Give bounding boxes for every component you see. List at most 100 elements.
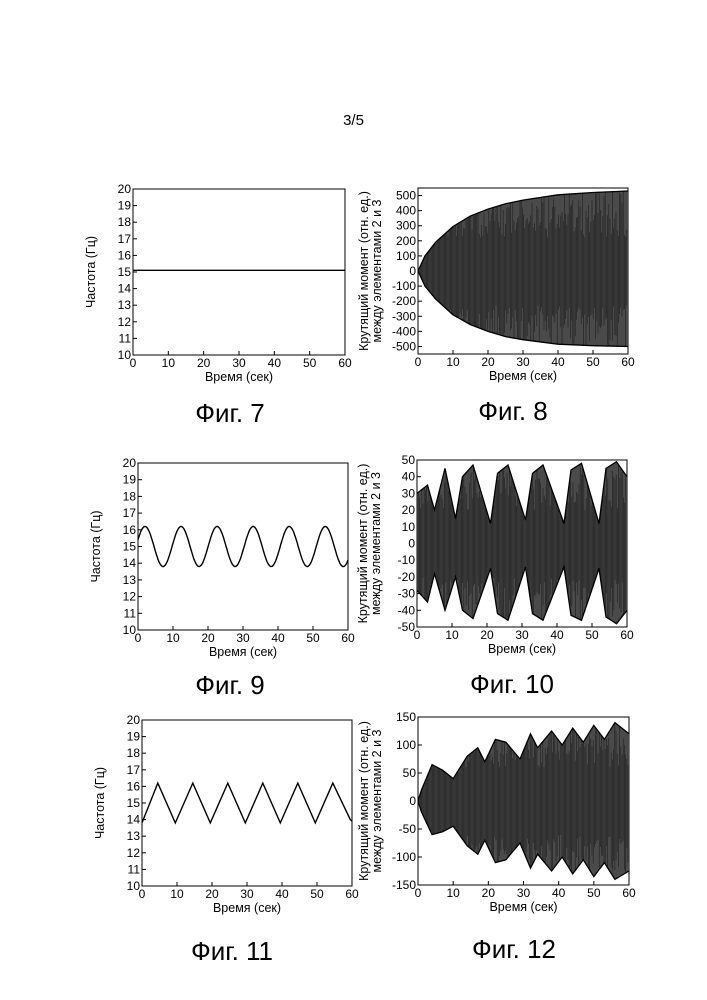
y-tick-label: 14 — [118, 282, 132, 296]
y-tick-label: 30 — [402, 486, 416, 500]
y-tick-label: 11 — [119, 331, 132, 345]
y-tick-label: 19 — [123, 473, 137, 487]
x-tick-label: 20 — [482, 886, 496, 900]
y-tick-label: 20 — [127, 713, 141, 727]
y-tick-label: -100 — [392, 850, 416, 864]
x-tick-label: 30 — [232, 356, 246, 370]
y-tick-label: 17 — [127, 763, 141, 777]
y-tick-label: 13 — [123, 573, 137, 587]
y-tick-label: 12 — [118, 315, 132, 329]
y-axis-label: между элементами 2 и 3 — [369, 472, 383, 615]
y-tick-label: 20 — [402, 503, 416, 517]
y-axis-label: Крутящий момент (отн. ед.) — [357, 721, 371, 881]
y-tick-label: -50 — [398, 620, 416, 634]
y-tick-label: 14 — [127, 813, 141, 827]
y-axis-label: Частота (Гц) — [84, 236, 98, 308]
y-tick-label: 20 — [118, 182, 132, 196]
x-tick-label: 40 — [271, 631, 285, 645]
x-tick-label: 60 — [621, 355, 635, 369]
x-axis-label: Время (сек) — [213, 901, 281, 915]
x-axis-label: Время (сек) — [489, 900, 557, 914]
x-tick-label: 20 — [197, 356, 211, 370]
y-tick-label: 19 — [118, 199, 132, 213]
figure-caption: Фиг. 12 — [472, 934, 556, 964]
x-tick-label: 40 — [550, 628, 564, 642]
x-tick-label: 40 — [552, 886, 566, 900]
y-tick-label: 11 — [124, 606, 137, 620]
y-tick-label: -30 — [398, 587, 416, 601]
y-tick-label: 10 — [127, 879, 141, 893]
x-tick-label: 20 — [201, 631, 215, 645]
figure-caption: Фиг. 7 — [195, 398, 265, 428]
y-tick-label: 18 — [123, 489, 137, 503]
x-tick-label: 50 — [587, 886, 601, 900]
x-tick-label: 50 — [585, 628, 599, 642]
y-tick-label: 17 — [123, 506, 137, 520]
x-tick-label: 30 — [517, 886, 531, 900]
figure-caption: Фиг. 8 — [478, 396, 548, 426]
y-tick-label: 13 — [118, 298, 132, 312]
figure-2: 0102030405060-500-400-300-200-1000100200… — [357, 188, 635, 426]
y-tick-label: 0 — [409, 264, 416, 278]
figure-caption: Фиг. 10 — [470, 669, 554, 699]
figure-caption: Фиг. 9 — [195, 670, 265, 700]
x-tick-label: 50 — [306, 631, 320, 645]
y-tick-label: 15 — [118, 265, 132, 279]
y-tick-label: 200 — [396, 234, 416, 248]
x-tick-label: 60 — [620, 628, 634, 642]
y-tick-label: 16 — [127, 779, 141, 793]
x-tick-label: 60 — [338, 356, 352, 370]
y-tick-label: 100 — [396, 249, 416, 263]
y-tick-label: 12 — [123, 590, 137, 604]
y-tick-label: 150 — [396, 710, 416, 724]
x-tick-label: 40 — [268, 356, 282, 370]
y-tick-label: 0 — [408, 537, 415, 551]
x-tick-label: 60 — [341, 631, 355, 645]
figure-caption: Фиг. 11 — [191, 936, 273, 966]
y-tick-label: 50 — [403, 766, 417, 780]
x-tick-label: 40 — [551, 355, 565, 369]
x-tick-label: 10 — [446, 886, 460, 900]
x-tick-label: 50 — [586, 355, 600, 369]
plot-frame — [142, 720, 352, 886]
y-tick-label: 18 — [118, 215, 132, 229]
y-tick-label: -20 — [398, 570, 416, 584]
y-tick-label: -400 — [392, 324, 416, 338]
y-tick-label: -10 — [398, 553, 416, 567]
x-tick-label: 20 — [480, 628, 494, 642]
y-tick-label: 20 — [123, 456, 137, 470]
y-tick-label: 15 — [127, 796, 141, 810]
y-tick-label: -40 — [398, 603, 416, 617]
y-tick-label: 12 — [127, 846, 141, 860]
y-tick-label: 10 — [118, 348, 132, 362]
y-axis-label: Частота (Гц) — [93, 767, 107, 839]
y-tick-label: 50 — [402, 453, 416, 467]
y-tick-label: 500 — [396, 189, 416, 203]
y-tick-label: 19 — [127, 730, 141, 744]
y-tick-label: 16 — [118, 248, 132, 262]
y-tick-label: 0 — [409, 794, 416, 808]
x-tick-label: 10 — [446, 355, 460, 369]
figure-1: 01020304050601011121314151617181920Время… — [84, 182, 352, 428]
x-tick-label: 60 — [345, 887, 359, 901]
x-tick-label: 30 — [515, 628, 529, 642]
y-tick-label: 17 — [118, 232, 132, 246]
figure-5: 01020304050601011121314151617181920Время… — [93, 713, 359, 966]
y-axis-label: между элементами 2 и 3 — [370, 729, 384, 872]
y-tick-label: -500 — [392, 339, 416, 353]
y-tick-label: 10 — [123, 623, 137, 637]
x-axis-label: Время (сек) — [209, 645, 277, 659]
y-axis-label: между элементами 2 и 3 — [370, 199, 384, 342]
y-tick-label: 10 — [402, 520, 416, 534]
y-tick-label: 100 — [396, 738, 416, 752]
x-tick-label: 30 — [236, 631, 250, 645]
y-tick-label: 13 — [127, 829, 141, 843]
x-tick-label: 30 — [516, 355, 530, 369]
x-axis-label: Время (сек) — [488, 642, 556, 656]
y-axis-label: Частота (Гц) — [89, 510, 103, 582]
y-tick-label: -200 — [392, 294, 416, 308]
y-tick-label: 300 — [396, 219, 416, 233]
y-tick-label: 400 — [396, 204, 416, 218]
x-tick-label: 50 — [310, 887, 324, 901]
